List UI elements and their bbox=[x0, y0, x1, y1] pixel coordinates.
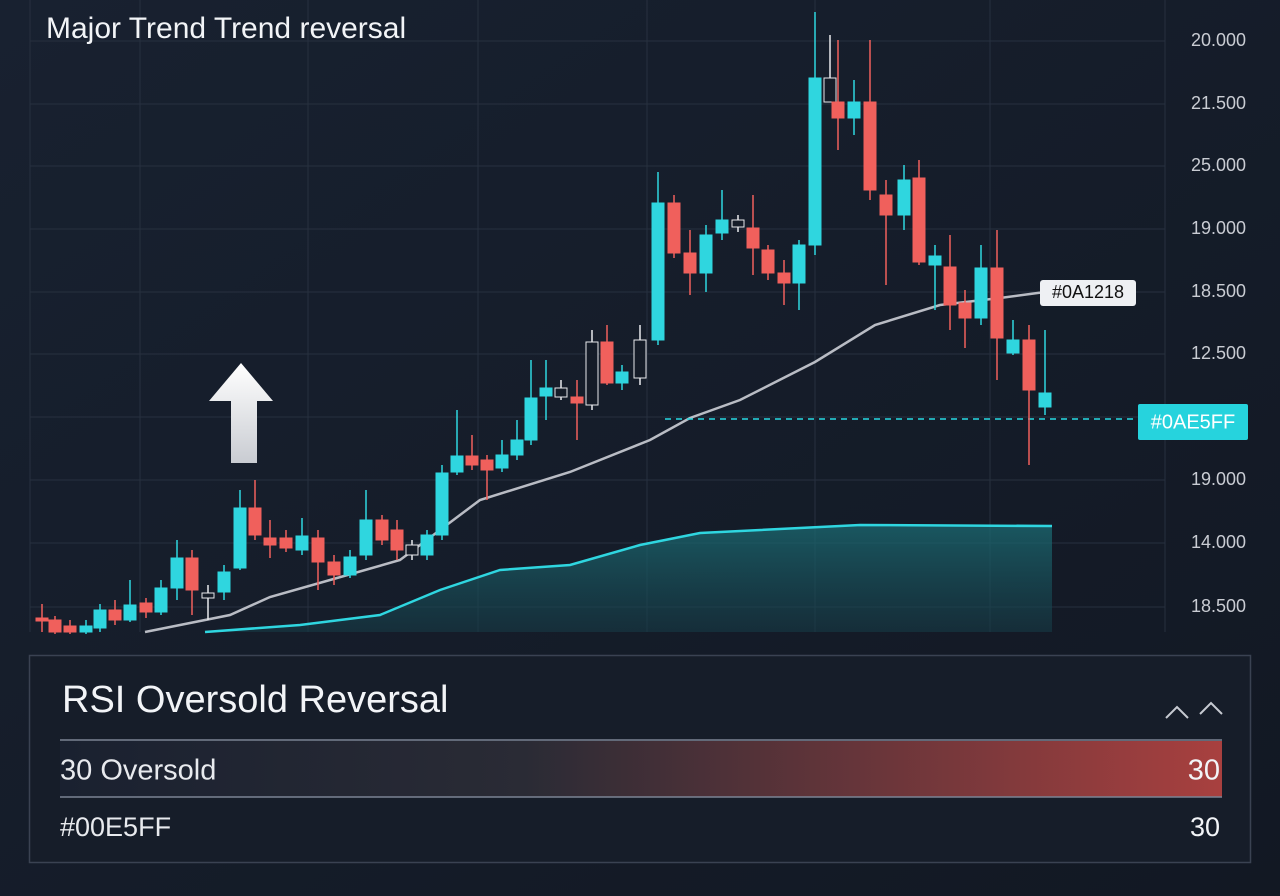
price-tag bbox=[1138, 404, 1248, 440]
candle-body bbox=[570, 396, 584, 404]
candle-body bbox=[928, 255, 942, 266]
price-label: 12.500 bbox=[1191, 343, 1246, 363]
candle-body bbox=[746, 227, 760, 249]
price-tag-label: #0AE5FF bbox=[1151, 411, 1235, 433]
candle-body bbox=[450, 455, 464, 473]
candle-body bbox=[615, 371, 629, 384]
candle-body bbox=[327, 561, 341, 576]
candle-body bbox=[248, 507, 262, 536]
candle-body bbox=[79, 625, 93, 633]
candle-body bbox=[510, 439, 524, 456]
candle-body bbox=[405, 544, 419, 556]
volume-area bbox=[205, 525, 1052, 632]
candle-body bbox=[600, 341, 614, 384]
line-tag bbox=[1040, 280, 1136, 306]
candle-body bbox=[831, 101, 845, 119]
candle-body bbox=[279, 537, 293, 549]
candle-body bbox=[554, 387, 568, 398]
candle-body bbox=[539, 387, 553, 397]
price-label: 18.500 bbox=[1191, 596, 1246, 616]
candle-body bbox=[359, 519, 373, 556]
candle-body bbox=[35, 617, 49, 622]
line-tag-label: #0A1218 bbox=[1052, 282, 1124, 302]
candle-body bbox=[1038, 392, 1052, 408]
price-label: 21.500 bbox=[1191, 93, 1246, 113]
candle-body bbox=[435, 472, 449, 536]
row-value: 30 bbox=[1188, 755, 1220, 787]
candle-body bbox=[108, 609, 122, 621]
candle-body bbox=[295, 535, 309, 551]
up-arrow bbox=[209, 363, 273, 463]
candle-body bbox=[480, 459, 494, 471]
candle-body bbox=[390, 529, 404, 551]
candle-body bbox=[93, 609, 107, 629]
candle-body bbox=[201, 592, 215, 599]
price-label: 19.000 bbox=[1191, 469, 1246, 489]
row-value: 30 bbox=[1190, 812, 1220, 842]
price-label: 20.000 bbox=[1191, 30, 1246, 50]
candle-body bbox=[974, 267, 988, 319]
candle-body bbox=[63, 625, 77, 633]
row-label: 30 Oversold bbox=[60, 755, 216, 787]
candle-body bbox=[170, 557, 184, 589]
candle-body bbox=[990, 267, 1004, 339]
candle-body bbox=[958, 302, 972, 319]
candle-body bbox=[1006, 339, 1020, 354]
candle-body bbox=[217, 571, 231, 593]
candle-body bbox=[863, 101, 877, 191]
candle-body bbox=[715, 219, 729, 234]
candle-body bbox=[699, 234, 713, 274]
candle-body bbox=[792, 244, 806, 284]
candle-body bbox=[667, 202, 681, 254]
candle-body bbox=[185, 557, 199, 591]
candle-body bbox=[879, 194, 893, 216]
row-highlight bbox=[60, 741, 1222, 797]
price-label: 18.500 bbox=[1191, 281, 1246, 301]
candle-body bbox=[777, 272, 791, 284]
row-label: #00E5FF bbox=[60, 812, 171, 842]
price-axis: 20.000 21.500 25.000 19.000 18.500 12.500 19.0… bbox=[1191, 30, 1246, 616]
candle-body bbox=[420, 534, 434, 556]
candle-body bbox=[465, 455, 479, 466]
candle-body bbox=[524, 397, 538, 441]
candle-body bbox=[48, 619, 62, 633]
collapse-button[interactable] bbox=[1165, 701, 1223, 719]
candle-body bbox=[495, 454, 509, 469]
candle-body bbox=[761, 249, 775, 274]
candle-body bbox=[912, 177, 926, 263]
candle-body bbox=[233, 507, 247, 569]
candle-body bbox=[375, 519, 389, 541]
candle-body bbox=[823, 77, 837, 103]
candle-body bbox=[683, 252, 697, 274]
candle-body bbox=[651, 202, 665, 341]
candle-body bbox=[123, 604, 137, 621]
candle-body bbox=[154, 587, 168, 613]
candles bbox=[35, 12, 1052, 634]
candle-body bbox=[897, 179, 911, 216]
volume-line bbox=[204, 523, 1053, 634]
candle-body bbox=[1022, 339, 1036, 391]
candle-body bbox=[943, 266, 957, 306]
price-label: 25.000 bbox=[1191, 155, 1246, 175]
panel-title: RSI Oversold Reversal bbox=[62, 679, 448, 721]
candle-body bbox=[585, 341, 599, 406]
candle-body bbox=[808, 77, 822, 246]
price-label: 19.000 bbox=[1191, 218, 1246, 238]
candle-body bbox=[731, 219, 745, 228]
candle-body bbox=[139, 602, 153, 613]
candle-body bbox=[633, 339, 647, 379]
price-label: 14.000 bbox=[1191, 532, 1246, 552]
chart-title: Major Trend Trend reversal bbox=[46, 12, 406, 45]
candle-body bbox=[847, 101, 861, 119]
candle-body bbox=[263, 537, 277, 546]
candle-body bbox=[311, 537, 325, 563]
candle-body bbox=[343, 556, 357, 576]
